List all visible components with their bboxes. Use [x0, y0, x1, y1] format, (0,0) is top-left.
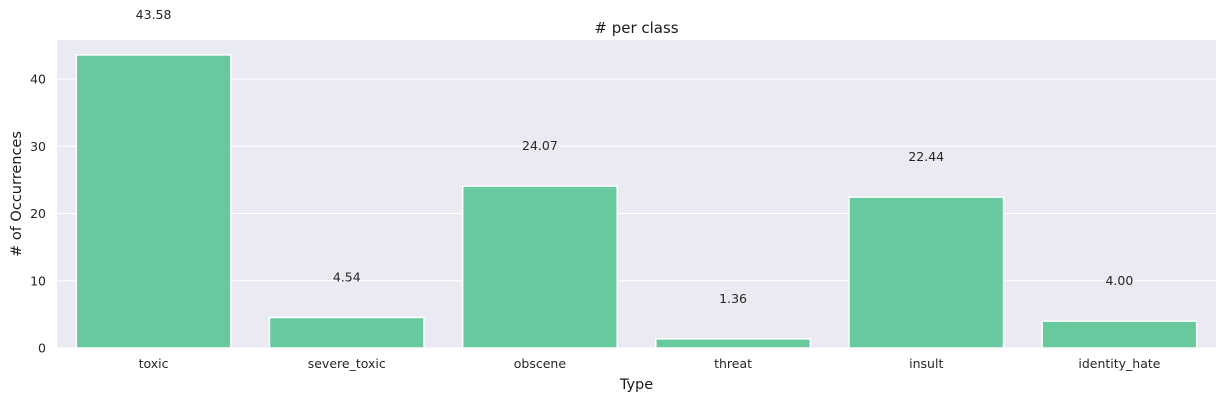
- data-label-identity-hate: 4.00: [1105, 273, 1133, 288]
- data-label-threat: 1.36: [719, 291, 747, 306]
- chart-title: # per class: [594, 19, 678, 37]
- grid-lines: [57, 78, 1216, 349]
- y-tick-label: 30: [30, 139, 46, 154]
- data-label-insult: 22.44: [908, 149, 944, 164]
- x-tick-label-obscene: obscene: [514, 356, 567, 371]
- bar-insult: [848, 196, 1005, 349]
- data-labels: 43.58 4.54 24.07 1.36 22.44 4.00: [136, 7, 1134, 306]
- x-axis-ticks: toxic severe_toxic obscene threat insult iden…: [139, 356, 1161, 371]
- x-tick-label-severe-toxic: severe_toxic: [308, 356, 386, 371]
- x-tick-label-insult: insult: [909, 356, 943, 371]
- x-tick-label-threat: threat: [714, 356, 752, 371]
- x-tick-label-toxic: toxic: [139, 356, 169, 371]
- y-axis-label: # of Occurrences: [9, 131, 25, 257]
- y-tick-label: 40: [30, 72, 46, 87]
- y-tick-label: 10: [30, 273, 46, 288]
- bar-threat: [655, 338, 812, 349]
- bars: [75, 54, 1198, 349]
- bar-toxic: [75, 54, 232, 349]
- x-axis-label: Type: [619, 377, 653, 393]
- y-tick-label: 20: [30, 206, 46, 221]
- data-label-toxic: 43.58: [136, 7, 172, 22]
- bar-obscene: [461, 185, 618, 349]
- y-axis-ticks: 0 10 20 30 40: [30, 72, 46, 356]
- bar-identity-hate: [1041, 320, 1198, 349]
- x-tick-label-identity-hate: identity_hate: [1078, 356, 1160, 371]
- bar-severe-toxic: [268, 316, 425, 349]
- plot-area: [57, 40, 1216, 348]
- data-label-obscene: 24.07: [522, 138, 558, 153]
- data-label-severe-toxic: 4.54: [333, 269, 361, 284]
- y-tick-label: 0: [38, 341, 46, 356]
